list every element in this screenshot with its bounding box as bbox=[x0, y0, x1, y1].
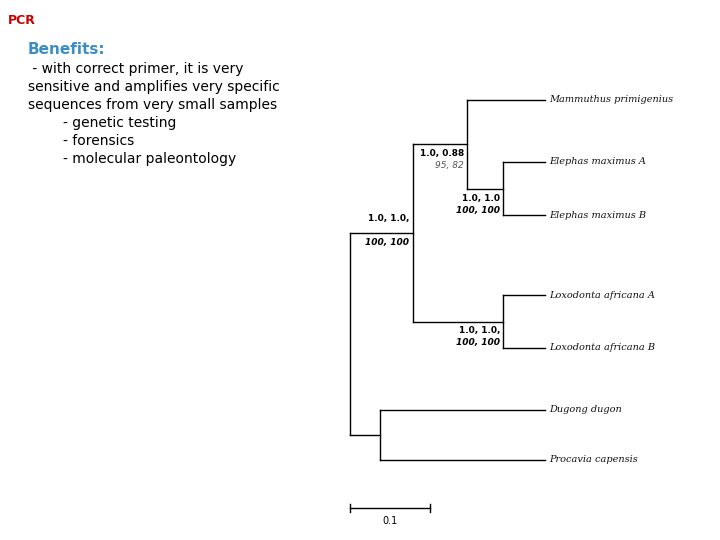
Text: Benefits:: Benefits: bbox=[28, 42, 106, 57]
Text: 1.0, 1.0: 1.0, 1.0 bbox=[462, 193, 500, 202]
Text: sequences from very small samples: sequences from very small samples bbox=[28, 98, 277, 112]
Text: Procavia capensis: Procavia capensis bbox=[549, 456, 638, 464]
Text: Mammuthus primigenius: Mammuthus primigenius bbox=[549, 96, 673, 105]
Text: Elephas maximus B: Elephas maximus B bbox=[549, 211, 646, 219]
Text: - molecular paleontology: - molecular paleontology bbox=[28, 152, 236, 166]
Text: 100, 100: 100, 100 bbox=[456, 206, 500, 214]
Text: PCR: PCR bbox=[8, 14, 36, 27]
Text: sensitive and amplifies very specific: sensitive and amplifies very specific bbox=[28, 80, 280, 94]
Text: - with correct primer, it is very: - with correct primer, it is very bbox=[28, 62, 243, 76]
Text: 100, 100: 100, 100 bbox=[365, 238, 409, 247]
Text: 1.0, 1.0,: 1.0, 1.0, bbox=[459, 327, 500, 335]
Text: 95, 82: 95, 82 bbox=[436, 161, 464, 170]
Text: - forensics: - forensics bbox=[28, 134, 134, 148]
Text: Dugong dugon: Dugong dugon bbox=[549, 406, 622, 415]
Text: 100, 100: 100, 100 bbox=[456, 339, 500, 348]
Text: 1.0, 0.88: 1.0, 0.88 bbox=[420, 149, 464, 158]
Text: Loxodonta africana B: Loxodonta africana B bbox=[549, 343, 655, 353]
Text: 1.0, 1.0,: 1.0, 1.0, bbox=[368, 214, 409, 223]
Text: 0.1: 0.1 bbox=[382, 516, 397, 526]
Text: Elephas maximus A: Elephas maximus A bbox=[549, 158, 646, 166]
Text: - genetic testing: - genetic testing bbox=[28, 116, 176, 130]
Text: Loxodonta africana A: Loxodonta africana A bbox=[549, 291, 655, 300]
